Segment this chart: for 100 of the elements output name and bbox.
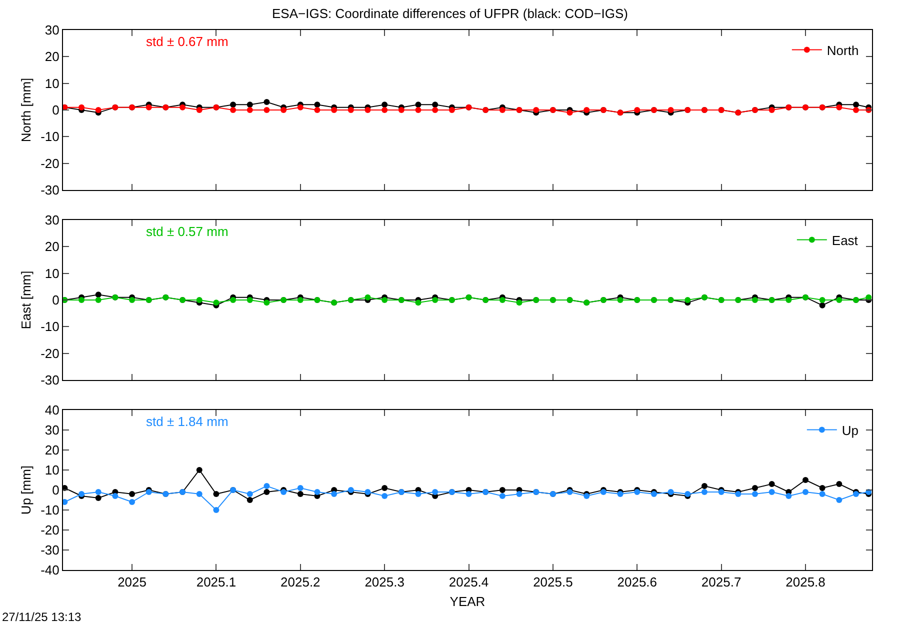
y-tick-label: 40 [44, 402, 60, 418]
point [499, 297, 506, 303]
y-tick-label: 0 [52, 102, 60, 118]
point [499, 487, 506, 493]
point [95, 495, 102, 501]
point [768, 481, 775, 487]
y-tick-label: 10 [44, 462, 60, 478]
y-tick-label: -30 [40, 372, 60, 388]
point [432, 107, 438, 113]
x-tick-label: 2025.3 [364, 574, 404, 590]
point [382, 297, 388, 303]
point [280, 107, 287, 113]
point [836, 104, 842, 110]
point [768, 107, 775, 113]
point [786, 493, 792, 499]
y-tick-label: -10 [40, 502, 60, 518]
point [432, 489, 438, 495]
point [382, 485, 388, 491]
point [348, 107, 354, 113]
point [264, 300, 270, 306]
point [634, 107, 640, 113]
point [819, 485, 826, 491]
x-tick-label: 2025.5 [533, 574, 573, 590]
point [146, 104, 152, 110]
point [398, 107, 404, 113]
annotation: std ± 1.84 mm [146, 414, 228, 429]
x-axis-title: YEAR [450, 594, 486, 610]
point [95, 297, 102, 303]
legend-label: Up [842, 422, 859, 438]
point [230, 297, 236, 303]
point [213, 300, 220, 306]
point [331, 107, 338, 113]
x-tick-label: 2025 [118, 574, 146, 590]
point [432, 297, 438, 303]
point [853, 102, 860, 108]
point [196, 107, 202, 113]
point [533, 107, 540, 113]
y-tick-label: -20 [40, 156, 60, 171]
point [129, 491, 136, 497]
legend-label: North [826, 42, 859, 58]
x-tick-label: 2025.1 [196, 574, 236, 590]
point [836, 497, 842, 503]
point [382, 102, 388, 108]
point [297, 485, 304, 491]
point [63, 499, 68, 505]
point [196, 491, 202, 497]
point [836, 481, 842, 487]
annotation: std ± 0.57 mm [146, 224, 228, 239]
point [499, 107, 506, 113]
point [819, 297, 826, 303]
point [78, 104, 85, 110]
y-tick-label: -30 [40, 542, 60, 558]
point [415, 107, 422, 113]
point [95, 489, 102, 495]
point [213, 507, 220, 513]
y-axis-title: Up [mm] [18, 465, 34, 515]
point [230, 107, 236, 113]
point [264, 99, 270, 105]
point [382, 493, 388, 499]
point [752, 491, 758, 497]
point [246, 497, 253, 503]
point [196, 467, 202, 473]
annotation: std ± 0.67 mm [146, 34, 228, 49]
point [78, 297, 85, 303]
point [432, 102, 438, 108]
point [314, 489, 320, 495]
point [448, 107, 455, 113]
point [196, 297, 202, 303]
point [668, 107, 674, 113]
y-tick-label: -10 [40, 129, 60, 144]
y-tick-label: 0 [52, 292, 60, 308]
x-tick-label: 2025.8 [786, 574, 826, 590]
point [617, 297, 624, 303]
y-tick-label: 30 [44, 22, 60, 38]
y-axis-title: East [mm] [18, 270, 34, 330]
point [701, 483, 708, 489]
point [819, 302, 826, 308]
x-tick-label: 2025.7 [701, 574, 742, 590]
y-tick-label: -20 [40, 346, 60, 361]
text: 27/11/25 13:13 [2, 610, 82, 624]
point [584, 107, 590, 113]
chart-title: ESA−IGS: Coordinate differences of UFPR (black: COD−IGS) [272, 6, 628, 22]
point [786, 297, 792, 303]
point [566, 110, 573, 116]
point [415, 491, 422, 497]
point [230, 102, 236, 108]
x-tick-label: 2025.4 [448, 574, 489, 590]
y-tick-label: 20 [44, 239, 60, 254]
point [516, 300, 522, 306]
point [331, 491, 338, 497]
point [297, 297, 304, 303]
point [802, 489, 808, 495]
point [246, 102, 253, 108]
point [768, 489, 775, 495]
y-tick-label: -20 [40, 522, 60, 538]
x-tick-label: 2025.2 [280, 574, 320, 590]
point [264, 489, 270, 495]
point [499, 493, 506, 499]
point [129, 499, 136, 505]
point [314, 102, 320, 108]
